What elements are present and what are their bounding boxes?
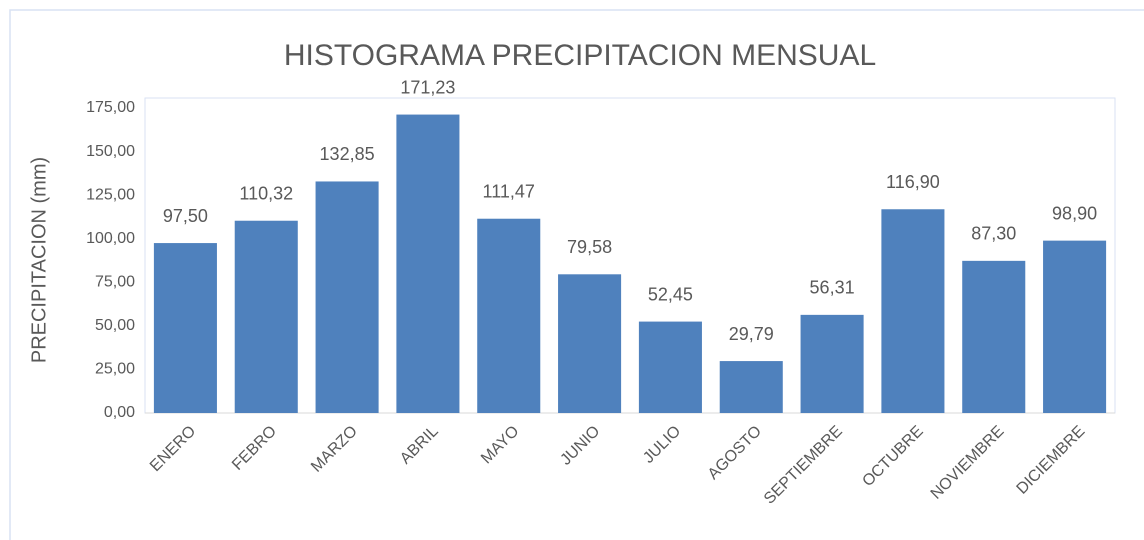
value-label: 56,31 [810,278,855,298]
x-tick-label: JUNIO [557,423,603,469]
bar [638,321,702,413]
y-tick-label: 0,00 [104,404,135,421]
x-tick-label: MAYO [478,423,523,468]
x-tick-label: AGOSTO [705,423,765,483]
value-label: 79,58 [567,237,612,257]
bar [719,361,783,413]
x-tick-label: OCTUBRE [859,423,926,490]
bar [153,243,217,413]
bar [881,209,945,413]
bar [315,181,379,413]
y-tick-label: 100,00 [86,230,135,247]
value-label: 52,45 [648,284,693,304]
x-tick-label: ENERO [147,423,199,475]
y-tick-label: 125,00 [86,186,135,203]
value-label: 111,47 [483,181,535,201]
bar [396,114,460,414]
x-tick-label: DICIEMBRE [1014,423,1089,498]
x-tick-label: ABRIL [397,423,442,468]
chart-border [9,9,1144,540]
y-tick-label: 150,00 [86,143,135,160]
y-axis-label: PRECIPITACION (mm) [28,157,50,363]
y-tick-label: 175,00 [86,99,135,116]
y-tick-label: 50,00 [95,317,135,334]
bar [1043,240,1107,413]
x-tick-label: JULIO [640,423,684,467]
value-label: 116,90 [886,172,940,192]
value-label: 110,32 [239,183,293,203]
value-label: 87,30 [971,224,1016,244]
chart-title: HISTOGRAMA PRECIPITACION MENSUAL [284,39,876,72]
value-label: 97,50 [163,206,208,226]
value-label: 29,79 [729,324,774,344]
x-tick-label: NOVIEMBRE [928,423,1008,503]
bar [558,274,622,413]
y-tick-label: 75,00 [95,274,135,291]
y-tick-label: 25,00 [95,361,135,378]
bar [234,220,298,413]
bar [962,260,1026,413]
value-label: 132,85 [320,144,375,164]
x-tick-label: MARZO [308,423,361,476]
x-tick-label: FEBRO [229,423,280,474]
x-tick-label: SEPTIEMBRE [761,423,846,508]
bar [477,218,541,413]
value-label: 98,90 [1052,203,1097,223]
value-label: 171,23 [400,77,455,97]
bar [800,314,864,413]
